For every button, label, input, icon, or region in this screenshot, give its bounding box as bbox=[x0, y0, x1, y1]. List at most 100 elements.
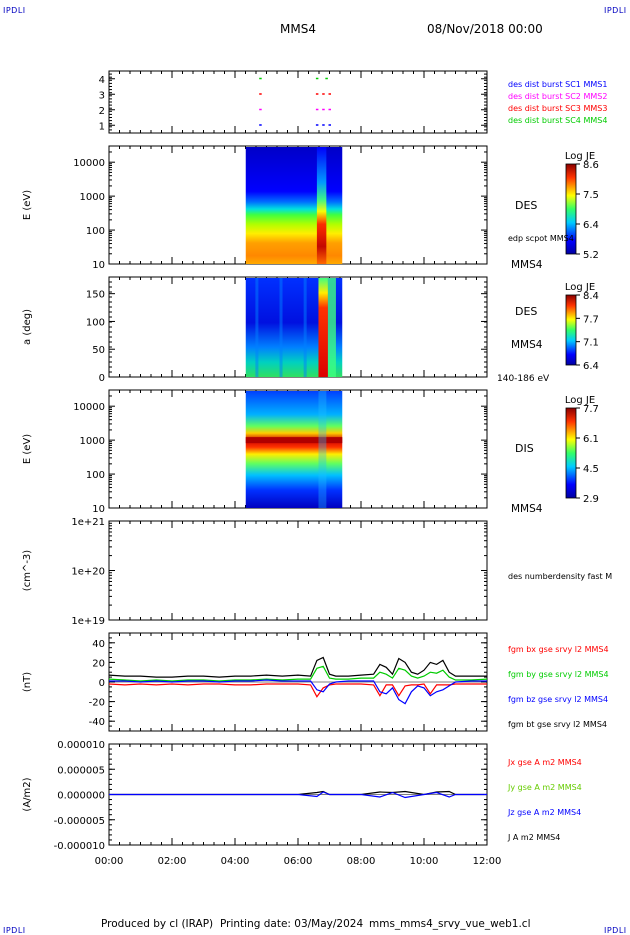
y-tick-label: 4 bbox=[99, 75, 105, 86]
y-tick-label: 1e+19 bbox=[71, 616, 105, 627]
y-tick-label: -0.000010 bbox=[54, 841, 105, 852]
time-tick-label: 08:00 bbox=[347, 856, 376, 867]
y-axis-label: a (deg) bbox=[22, 309, 33, 345]
side-label: MMS4 bbox=[511, 503, 543, 515]
legend-entry: fgm bt gse srvy l2 MMS4 bbox=[508, 720, 607, 729]
burst-mark bbox=[322, 108, 325, 111]
y-tick-label: 150 bbox=[86, 290, 105, 301]
panel-dis_energy_spectrogram: 10 100 1000 10000 E (eV) Log JE7.7 6.1 4.5 2.9 DI… bbox=[22, 389, 599, 515]
time-tick-label: 02:00 bbox=[158, 856, 187, 867]
spectrogram-peak-band bbox=[245, 437, 343, 444]
y-tick-label: 2 bbox=[99, 106, 105, 117]
colorbar-tick-label: 6.4 bbox=[583, 361, 599, 372]
species-label: DIS bbox=[515, 442, 534, 455]
panel-current_density: -0.000010 -0.000005 0.000000 0.000005 0.0000… bbox=[22, 740, 582, 852]
legend-entry: des numberdensity fast M bbox=[508, 572, 612, 581]
legend-entry: des dist burst SC4 MMS4 bbox=[508, 116, 607, 125]
species-label: DES bbox=[515, 199, 537, 212]
panel-number_density: 1e+19 1e+20 1e+21 (cm^-3) des numberdensity … bbox=[22, 517, 612, 627]
colorbar-tick-label: 7.7 bbox=[583, 404, 599, 415]
series-line bbox=[108, 665, 488, 682]
colorbar-tick-label: 7.7 bbox=[583, 314, 599, 325]
footer-printing-date: Printing date: 03/May/2024 bbox=[220, 918, 364, 930]
colorbar-title: Log JE bbox=[565, 395, 595, 406]
footer-script-name: mms_mms4_srvy_vue_web1.cl bbox=[369, 918, 531, 930]
legend-entry: Jx gse A m2 MMS4 bbox=[507, 758, 582, 767]
y-tick-label: 100 bbox=[86, 317, 105, 328]
panel-des_energy_spectrogram: 10 100 1000 10000 E (eV) Log JE8.6 7.5 6.4 5.2 DE… bbox=[22, 145, 599, 271]
spectrogram-block bbox=[245, 147, 343, 264]
time-tick-label: 04:00 bbox=[221, 856, 250, 867]
colorbar-tick-label: 5.2 bbox=[583, 250, 599, 261]
colorbar bbox=[565, 294, 577, 366]
legend-entry: fgm bx gse srvy l2 MMS4 bbox=[508, 645, 609, 654]
y-tick-label: -40 bbox=[89, 717, 105, 728]
y-tick-label: 1 bbox=[99, 121, 105, 132]
burst-mark bbox=[259, 108, 262, 111]
y-tick-label: 40 bbox=[92, 639, 105, 650]
legend-entry: J A m2 MMS4 bbox=[507, 833, 560, 842]
panel-frame bbox=[108, 520, 488, 621]
colorbar bbox=[565, 163, 577, 255]
burst-mark bbox=[325, 77, 328, 80]
burst-mark bbox=[315, 108, 319, 111]
burst-mark bbox=[328, 108, 331, 111]
colorbar-tick-label: 2.9 bbox=[583, 494, 599, 505]
y-tick-label: 1e+20 bbox=[71, 567, 105, 578]
spectrogram-streak bbox=[303, 278, 307, 377]
legend-entry: des dist burst SC3 MMS3 bbox=[508, 104, 607, 113]
footer-produced-by: Produced by cl (IRAP) bbox=[101, 918, 214, 930]
spectrogram-block bbox=[245, 391, 343, 508]
panel-frame bbox=[108, 70, 488, 134]
burst-mark bbox=[315, 77, 319, 80]
y-tick-label: 0.000005 bbox=[57, 765, 105, 776]
panel-burst_availability: 1 2 3 4 des dist burst SC1 MMS1 des dist burs… bbox=[99, 70, 607, 134]
time-tick-label: 12:00 bbox=[473, 856, 502, 867]
burst-mark bbox=[328, 93, 331, 95]
y-tick-label: 20 bbox=[92, 658, 105, 669]
spectrogram-burst bbox=[318, 278, 328, 377]
corner-label-top-left: IPDLI bbox=[3, 6, 26, 15]
y-axis-label: (A/m2) bbox=[22, 777, 33, 811]
spacecraft-title: MMS4 bbox=[280, 22, 316, 36]
legend-entry: des dist burst SC1 MMS1 bbox=[508, 80, 607, 89]
corner-label-top-right: IPDLI bbox=[604, 6, 627, 15]
legend-entry: des dist burst SC2 MMS2 bbox=[508, 92, 607, 101]
series-line bbox=[109, 791, 487, 799]
side-label: MMS4 bbox=[511, 339, 543, 351]
spectrogram-streak bbox=[279, 278, 283, 377]
side-label: MMS4 bbox=[511, 259, 543, 271]
colorbar-tick-label: 8.6 bbox=[583, 160, 599, 171]
legend-entry: Jz gse A m2 MMS4 bbox=[507, 808, 581, 817]
y-tick-label: 0 bbox=[99, 678, 105, 689]
y-tick-label: 100 bbox=[86, 226, 105, 237]
burst-mark bbox=[315, 124, 319, 126]
series-line bbox=[108, 656, 487, 678]
y-tick-label: 1000 bbox=[80, 436, 105, 447]
species-label: DES bbox=[515, 305, 537, 318]
y-tick-label: 10000 bbox=[73, 402, 105, 413]
y-tick-label: -20 bbox=[89, 698, 105, 709]
y-tick-label: 100 bbox=[86, 470, 105, 481]
spectrogram-burst-edge bbox=[327, 278, 336, 377]
y-tick-label: 1000 bbox=[80, 192, 105, 203]
y-tick-label: 0.000000 bbox=[57, 791, 105, 802]
burst-mark bbox=[259, 124, 262, 126]
spectrogram-burst bbox=[318, 391, 327, 508]
side-label: edp scpot MMS4 bbox=[508, 234, 574, 243]
y-tick-label: 10000 bbox=[73, 158, 105, 169]
y-tick-label: -0.000005 bbox=[54, 816, 105, 827]
y-tick-label: 0.000010 bbox=[57, 740, 105, 751]
series-line bbox=[109, 679, 487, 705]
colorbar-tick-label: 6.4 bbox=[583, 220, 599, 231]
time-tick-label: 06:00 bbox=[284, 856, 313, 867]
y-tick-label: 3 bbox=[99, 90, 105, 101]
spectrogram-burst bbox=[316, 147, 327, 264]
burst-mark bbox=[315, 93, 319, 95]
colorbar-tick-label: 7.1 bbox=[583, 338, 599, 349]
burst-mark bbox=[259, 77, 262, 80]
y-axis-label: E (eV) bbox=[22, 190, 33, 220]
time-tick-label: 10:00 bbox=[410, 856, 439, 867]
corner-label-bottom-right: IPDLI bbox=[604, 926, 627, 935]
series-line bbox=[108, 683, 487, 698]
